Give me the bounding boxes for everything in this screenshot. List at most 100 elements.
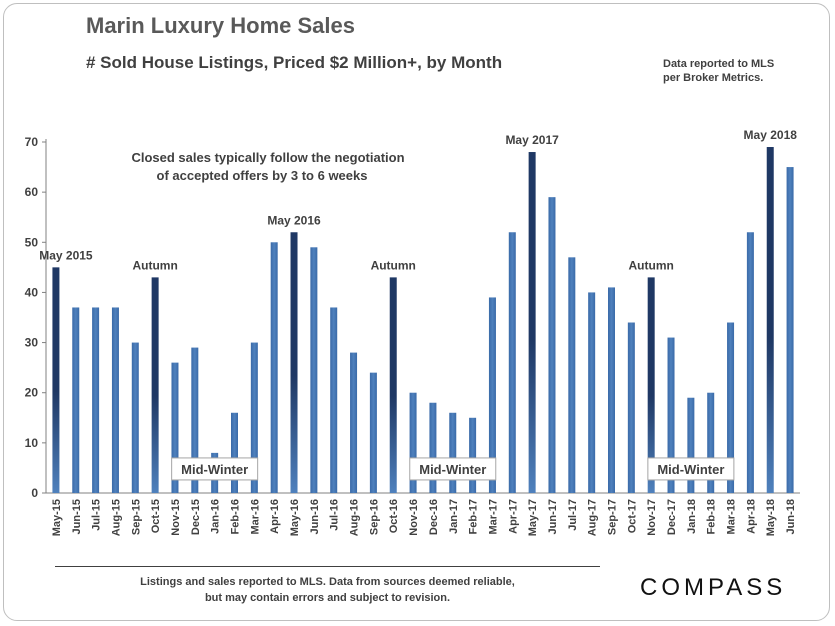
bar [92,307,100,493]
source-note-line-2: per Broker Metrics. [663,72,764,84]
y-tick-label: 40 [25,285,39,299]
x-tick-label: May-17 [527,499,539,536]
bar [588,292,596,493]
bar [548,197,556,493]
bar [350,352,358,493]
footnote: Listings and sales reported to MLS. Data… [55,574,600,606]
x-tick-label: Feb-16 [230,499,242,534]
chart-frame [3,3,830,621]
bar [250,342,258,493]
bar [171,362,179,493]
mid-winter-label: Mid-Winter [419,462,486,477]
bar [469,417,477,493]
bar [746,232,754,493]
bar [627,322,635,493]
x-tick-label: Feb-17 [468,499,480,534]
bar-highlighted [647,277,655,493]
mid-winter-box [409,457,497,481]
bar [72,307,80,493]
chart-note-line-1: Closed sales typically follow the negoti… [131,150,404,165]
annotation-label: May 2017 [505,133,559,147]
bar [111,307,119,493]
x-tick-label: Dec-16 [428,499,440,535]
annotation-label: Autumn [629,258,674,272]
x-tick-label: May-16 [289,499,301,536]
bar [231,412,238,493]
bar [429,402,437,493]
bar-highlighted [52,267,60,493]
bar-highlighted [528,152,536,493]
chart-note-line-2: of accepted offers by 3 to 6 weeks [157,168,368,183]
footnote-line-1: Listings and sales reported to MLS. Data… [140,576,515,588]
chart-subtitle: # Sold House Listings, Priced $2 Million… [86,53,503,72]
mid-winter-label: Mid-Winter [181,462,248,477]
x-tick-label: Jan-17 [448,499,460,534]
bar-highlighted [290,232,298,493]
x-tick-label: Nov-15 [170,499,182,536]
x-tick-label: Apr-18 [745,499,757,534]
bar [508,232,516,493]
bar [687,397,695,493]
bar [707,392,715,493]
bar [608,287,615,493]
bar [786,167,794,494]
x-tick-label: Sep-15 [130,499,142,535]
source-note-line-1: Data reported to MLS [663,58,775,70]
footer-divider [55,566,600,567]
annotation-label: May 2018 [744,128,798,142]
x-tick-label: Jul-17 [567,499,579,531]
x-tick-label: Mar-16 [249,499,261,534]
bar [667,337,675,493]
source-note: Data reported to MLS per Broker Metrics. [663,57,774,85]
compass-logo: COMPASS [640,574,787,601]
x-tick-label: Feb-18 [706,499,718,534]
annotation-label: Autumn [371,258,416,272]
annotation-label: May 2015 [39,248,93,262]
x-tick-label: Jun-17 [547,499,559,534]
x-tick-label: Jun-16 [309,499,321,534]
mid-winter-box [647,457,735,481]
x-tick-label: Jul-15 [91,499,103,531]
bar [727,322,735,493]
x-tick-label: Jul-16 [329,499,341,531]
bar-highlighted [151,277,159,493]
x-tick-label: Sep-17 [607,499,619,535]
chart-title: Marin Luxury Home Sales [86,13,355,38]
bar [191,347,199,493]
bar [270,242,278,493]
bar-highlighted [766,147,774,493]
y-tick-label: 0 [31,486,38,500]
x-tick-label: May-15 [51,499,63,536]
y-tick-label: 10 [25,436,39,450]
y-tick-label: 50 [25,235,39,249]
x-tick-label: Aug-15 [110,499,122,536]
bar [488,297,496,493]
x-tick-label: Apr-16 [269,499,281,534]
x-tick-label: Oct-17 [626,499,638,533]
x-tick-label: Jun-15 [71,499,83,534]
bar-highlighted [389,277,397,493]
bar [330,307,338,493]
x-tick-label: Aug-16 [349,499,361,536]
bar [409,392,417,493]
annotation-label: May 2016 [267,213,321,227]
mid-winter-box [171,457,259,481]
y-tick-label: 20 [25,386,39,400]
x-tick-label: Nov-16 [408,499,420,536]
y-tick-label: 30 [25,336,39,350]
x-tick-label: Oct-16 [388,499,400,533]
annotation-label: Autumn [132,258,177,272]
y-tick-label: 60 [25,185,39,199]
x-tick-label: Dec-15 [190,499,202,535]
x-tick-label: Apr-17 [507,499,519,534]
bar [369,372,377,493]
bar [449,412,457,493]
x-tick-label: Jan-18 [686,499,698,534]
x-tick-label: Mar-18 [726,499,738,534]
bar [568,257,576,493]
footnote-line-2: but may contain errors and subject to re… [204,592,451,604]
x-tick-label: Aug-17 [587,499,599,536]
x-tick-label: Mar-17 [487,499,499,534]
x-tick-label: Nov-17 [646,499,658,536]
